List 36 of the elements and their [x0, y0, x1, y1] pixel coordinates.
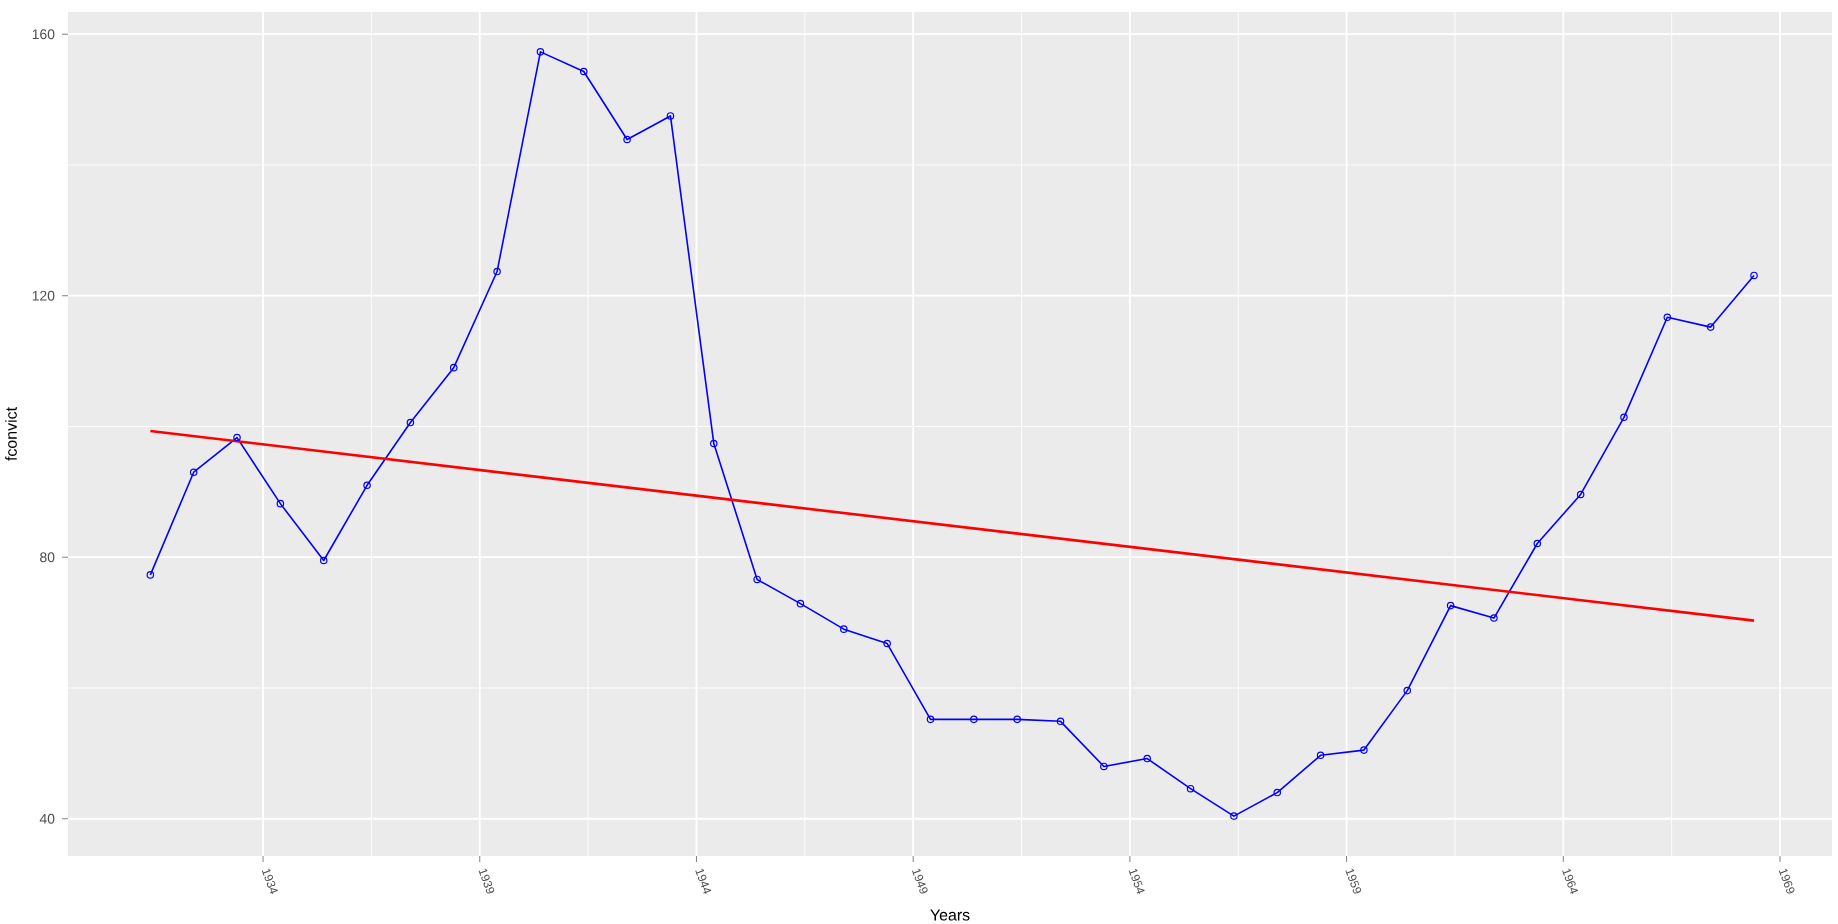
point — [970, 715, 978, 724]
point — [233, 433, 241, 442]
point — [883, 639, 891, 648]
point — [623, 135, 631, 144]
point — [189, 468, 198, 477]
point — [1533, 539, 1542, 548]
point — [1403, 686, 1412, 695]
point — [1143, 754, 1152, 763]
point — [276, 499, 285, 508]
point — [579, 67, 588, 76]
point — [1316, 751, 1325, 760]
point — [1273, 788, 1282, 797]
point — [1490, 614, 1498, 622]
point — [449, 363, 458, 372]
point — [1446, 601, 1455, 610]
point — [840, 625, 848, 633]
point — [319, 556, 328, 565]
point — [493, 267, 501, 276]
point — [1013, 715, 1021, 724]
point — [926, 715, 935, 724]
point — [1576, 490, 1585, 499]
point — [710, 439, 718, 448]
point — [1620, 413, 1628, 422]
point — [1230, 812, 1238, 820]
point — [1186, 784, 1195, 793]
point — [536, 48, 545, 56]
point — [406, 418, 415, 427]
point — [1100, 762, 1108, 771]
point — [363, 481, 371, 490]
point — [796, 599, 805, 608]
point — [1056, 717, 1065, 726]
point — [1706, 323, 1715, 331]
point — [1360, 746, 1368, 754]
point — [1663, 313, 1672, 322]
point — [666, 112, 675, 120]
point — [753, 575, 761, 584]
